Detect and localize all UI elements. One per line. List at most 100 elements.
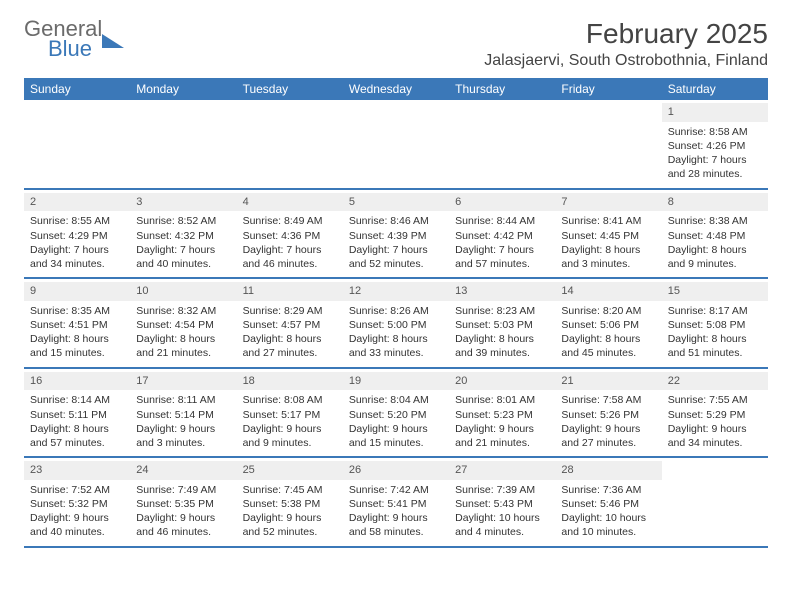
sunset-text: Sunset: 4:48 PM xyxy=(668,229,762,243)
day-number: 19 xyxy=(343,372,449,391)
daylight-text: Daylight: 9 hours xyxy=(561,422,655,436)
sunset-text: Sunset: 5:06 PM xyxy=(561,318,655,332)
sunrise-text: Sunrise: 8:58 AM xyxy=(668,125,762,139)
day-cell: 22Sunrise: 7:55 AMSunset: 5:29 PMDayligh… xyxy=(662,369,768,457)
day-cell: 21Sunrise: 7:58 AMSunset: 5:26 PMDayligh… xyxy=(555,369,661,457)
day-cell: 25Sunrise: 7:45 AMSunset: 5:38 PMDayligh… xyxy=(237,458,343,546)
daylight-text: and 9 minutes. xyxy=(243,436,337,450)
week-row: 23Sunrise: 7:52 AMSunset: 5:32 PMDayligh… xyxy=(24,458,768,548)
daylight-text: Daylight: 8 hours xyxy=(349,332,443,346)
day-number: 12 xyxy=(343,282,449,301)
day-number: 5 xyxy=(343,193,449,212)
day-number: 14 xyxy=(555,282,661,301)
day-cell: 26Sunrise: 7:42 AMSunset: 5:41 PMDayligh… xyxy=(343,458,449,546)
day-head: Friday xyxy=(555,78,661,100)
daylight-text: Daylight: 9 hours xyxy=(349,511,443,525)
header: General Blue February 2025 Jalasjaervi, … xyxy=(24,18,768,70)
sunset-text: Sunset: 4:39 PM xyxy=(349,229,443,243)
daylight-text: and 9 minutes. xyxy=(668,257,762,271)
daylight-text: Daylight: 8 hours xyxy=(30,332,124,346)
sunset-text: Sunset: 5:17 PM xyxy=(243,408,337,422)
sunrise-text: Sunrise: 7:42 AM xyxy=(349,483,443,497)
daylight-text: and 33 minutes. xyxy=(349,346,443,360)
day-head: Saturday xyxy=(662,78,768,100)
sunset-text: Sunset: 5:20 PM xyxy=(349,408,443,422)
day-cell: 7Sunrise: 8:41 AMSunset: 4:45 PMDaylight… xyxy=(555,190,661,278)
daylight-text: Daylight: 7 hours xyxy=(668,153,762,167)
daylight-text: and 57 minutes. xyxy=(455,257,549,271)
day-cell: 23Sunrise: 7:52 AMSunset: 5:32 PMDayligh… xyxy=(24,458,130,546)
day-number: 2 xyxy=(24,193,130,212)
daylight-text: Daylight: 9 hours xyxy=(30,511,124,525)
day-cell: 11Sunrise: 8:29 AMSunset: 4:57 PMDayligh… xyxy=(237,279,343,367)
sunrise-text: Sunrise: 7:55 AM xyxy=(668,393,762,407)
sunrise-text: Sunrise: 8:17 AM xyxy=(668,304,762,318)
daylight-text: and 3 minutes. xyxy=(136,436,230,450)
daylight-text: and 21 minutes. xyxy=(455,436,549,450)
month-title: February 2025 xyxy=(484,18,768,50)
day-number: 1 xyxy=(662,103,768,122)
sunset-text: Sunset: 4:45 PM xyxy=(561,229,655,243)
sunset-text: Sunset: 4:57 PM xyxy=(243,318,337,332)
day-head: Thursday xyxy=(449,78,555,100)
sunrise-text: Sunrise: 8:04 AM xyxy=(349,393,443,407)
daylight-text: and 34 minutes. xyxy=(668,436,762,450)
sunrise-text: Sunrise: 8:44 AM xyxy=(455,214,549,228)
sunrise-text: Sunrise: 7:45 AM xyxy=(243,483,337,497)
daylight-text: Daylight: 10 hours xyxy=(561,511,655,525)
day-cell: 18Sunrise: 8:08 AMSunset: 5:17 PMDayligh… xyxy=(237,369,343,457)
day-cell: 20 Sunrise: 8:01 AMSunset: 5:23 PMDayligh… xyxy=(449,369,555,457)
week-row: 1Sunrise: 8:58 AMSunset: 4:26 PMDaylight… xyxy=(24,100,768,190)
location: Jalasjaervi, South Ostrobothnia, Finland xyxy=(484,52,768,70)
day-cell: 6Sunrise: 8:44 AMSunset: 4:42 PMDaylight… xyxy=(449,190,555,278)
daylight-text: and 10 minutes. xyxy=(561,525,655,539)
day-cell: 12Sunrise: 8:26 AMSunset: 5:00 PMDayligh… xyxy=(343,279,449,367)
day-number: 8 xyxy=(662,193,768,212)
daylight-text: and 46 minutes. xyxy=(243,257,337,271)
day-number: 16 xyxy=(24,372,130,391)
daylight-text: Daylight: 9 hours xyxy=(349,422,443,436)
day-number: 18 xyxy=(237,372,343,391)
daylight-text: Daylight: 8 hours xyxy=(561,243,655,257)
sunset-text: Sunset: 5:26 PM xyxy=(561,408,655,422)
daylight-text: Daylight: 9 hours xyxy=(455,422,549,436)
sunset-text: Sunset: 5:23 PM xyxy=(455,408,549,422)
sunrise-text: Sunrise: 8:49 AM xyxy=(243,214,337,228)
daylight-text: Daylight: 9 hours xyxy=(136,511,230,525)
day-number: 20 xyxy=(449,372,555,391)
day-number: 4 xyxy=(237,193,343,212)
day-number: 28 xyxy=(555,461,661,480)
daylight-text: Daylight: 10 hours xyxy=(455,511,549,525)
sunrise-text: Sunrise: 7:52 AM xyxy=(30,483,124,497)
day-cell: 15Sunrise: 8:17 AMSunset: 5:08 PMDayligh… xyxy=(662,279,768,367)
sunset-text: Sunset: 5:11 PM xyxy=(30,408,124,422)
day-cell: 28Sunrise: 7:36 AMSunset: 5:46 PMDayligh… xyxy=(555,458,661,546)
daylight-text: and 52 minutes. xyxy=(349,257,443,271)
day-cell: 5Sunrise: 8:46 AMSunset: 4:39 PMDaylight… xyxy=(343,190,449,278)
sunset-text: Sunset: 5:41 PM xyxy=(349,497,443,511)
sunset-text: Sunset: 4:29 PM xyxy=(30,229,124,243)
day-cell: 2Sunrise: 8:55 AMSunset: 4:29 PMDaylight… xyxy=(24,190,130,278)
day-number: 27 xyxy=(449,461,555,480)
day-cell: 4Sunrise: 8:49 AMSunset: 4:36 PMDaylight… xyxy=(237,190,343,278)
sunrise-text: Sunrise: 8:01 AM xyxy=(455,393,549,407)
daylight-text: and 4 minutes. xyxy=(455,525,549,539)
day-number: 13 xyxy=(449,282,555,301)
day-number: 25 xyxy=(237,461,343,480)
daylight-text: and 52 minutes. xyxy=(243,525,337,539)
day-number: 23 xyxy=(24,461,130,480)
sunrise-text: Sunrise: 8:14 AM xyxy=(30,393,124,407)
daylight-text: and 15 minutes. xyxy=(30,346,124,360)
day-head: Wednesday xyxy=(343,78,449,100)
daylight-text: Daylight: 9 hours xyxy=(243,511,337,525)
daylight-text: Daylight: 8 hours xyxy=(243,332,337,346)
day-cell xyxy=(237,100,343,188)
day-number: 7 xyxy=(555,193,661,212)
sunset-text: Sunset: 5:46 PM xyxy=(561,497,655,511)
day-cell: 9Sunrise: 8:35 AMSunset: 4:51 PMDaylight… xyxy=(24,279,130,367)
sunset-text: Sunset: 4:32 PM xyxy=(136,229,230,243)
logo-triangle-icon xyxy=(102,34,124,48)
sunset-text: Sunset: 5:00 PM xyxy=(349,318,443,332)
daylight-text: Daylight: 8 hours xyxy=(455,332,549,346)
sunrise-text: Sunrise: 8:11 AM xyxy=(136,393,230,407)
